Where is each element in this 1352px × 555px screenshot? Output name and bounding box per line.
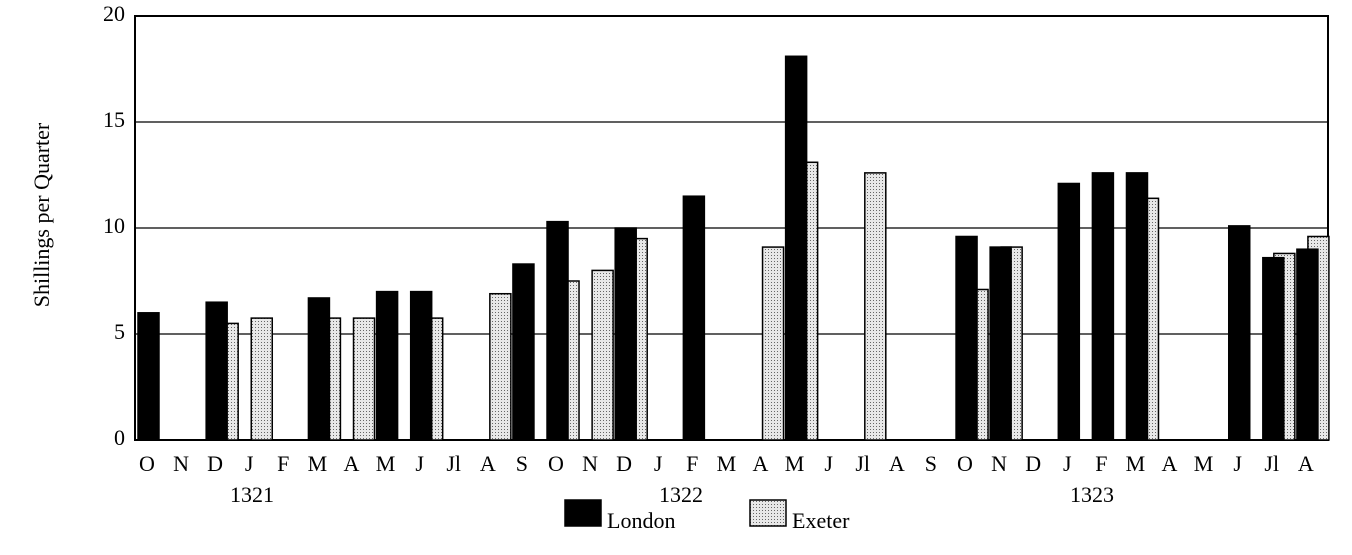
bar	[784, 55, 808, 441]
bar	[682, 195, 706, 441]
x-tick-label: O	[548, 451, 564, 476]
legend-label: Exeter	[792, 508, 850, 533]
year-label: 1322	[659, 482, 703, 507]
x-tick-label: F	[1095, 451, 1107, 476]
x-tick-label: Jl	[1264, 451, 1279, 476]
x-tick-label: J	[1063, 451, 1072, 476]
legend-swatch	[749, 499, 787, 527]
y-tick-label: 15	[103, 107, 125, 132]
y-tick-label: 5	[114, 319, 125, 344]
x-tick-label: O	[957, 451, 973, 476]
x-tick-label: J	[1233, 451, 1242, 476]
x-tick-label: J	[824, 451, 833, 476]
bar	[761, 246, 785, 441]
bar	[614, 227, 637, 441]
x-tick-label: J	[415, 451, 424, 476]
bar	[307, 297, 331, 441]
bar	[864, 172, 887, 441]
bar	[1125, 172, 1149, 441]
bar	[512, 263, 535, 441]
x-tick-label: A	[1298, 451, 1314, 476]
bar	[375, 290, 399, 441]
bar	[137, 312, 160, 441]
x-tick-label: N	[582, 451, 598, 476]
x-tick-label: Jl	[446, 451, 461, 476]
x-tick-label: M	[785, 451, 805, 476]
bar	[205, 301, 228, 441]
plot-frame	[134, 15, 1329, 441]
x-tick-label: M	[1194, 451, 1214, 476]
bar	[409, 290, 433, 441]
bar	[989, 246, 1012, 441]
bar	[546, 220, 569, 441]
x-tick-label: A	[1162, 451, 1178, 476]
y-tick-label: 10	[103, 213, 125, 238]
year-label: 1323	[1070, 482, 1114, 507]
x-tick-label: S	[516, 451, 528, 476]
x-tick-label: D	[1025, 451, 1041, 476]
bar	[250, 317, 274, 441]
x-tick-label: M	[308, 451, 328, 476]
x-tick-label: D	[616, 451, 632, 476]
x-tick-label: S	[925, 451, 937, 476]
x-tick-label: M	[376, 451, 396, 476]
x-tick-label: D	[207, 451, 223, 476]
x-tick-label: F	[686, 451, 698, 476]
x-tick-label: M	[717, 451, 737, 476]
x-tick-label: N	[173, 451, 189, 476]
bar	[1296, 248, 1319, 441]
x-tick-label: A	[343, 451, 359, 476]
bar	[591, 269, 614, 441]
x-tick-label: J	[654, 451, 663, 476]
bar	[1227, 225, 1251, 441]
x-tick-label: N	[991, 451, 1007, 476]
x-tick-label: A	[480, 451, 496, 476]
bar	[1091, 172, 1115, 441]
x-tick-label: M	[1126, 451, 1146, 476]
bar	[489, 292, 512, 441]
legend-label: London	[607, 508, 675, 533]
x-tick-label: A	[889, 451, 905, 476]
bar	[352, 317, 376, 441]
year-label: 1321	[230, 482, 274, 507]
y-tick-label: 20	[103, 1, 125, 26]
bar	[955, 235, 978, 441]
x-tick-label: F	[277, 451, 289, 476]
x-tick-label: O	[139, 451, 155, 476]
bar	[1262, 256, 1285, 441]
y-tick-label: 0	[114, 425, 125, 450]
bar	[1057, 182, 1081, 441]
legend-swatch	[564, 499, 602, 527]
y-axis-label: Shillings per Quarter	[29, 122, 54, 307]
x-tick-label: J	[245, 451, 254, 476]
x-tick-label: A	[753, 451, 769, 476]
x-tick-label: Jl	[855, 451, 870, 476]
